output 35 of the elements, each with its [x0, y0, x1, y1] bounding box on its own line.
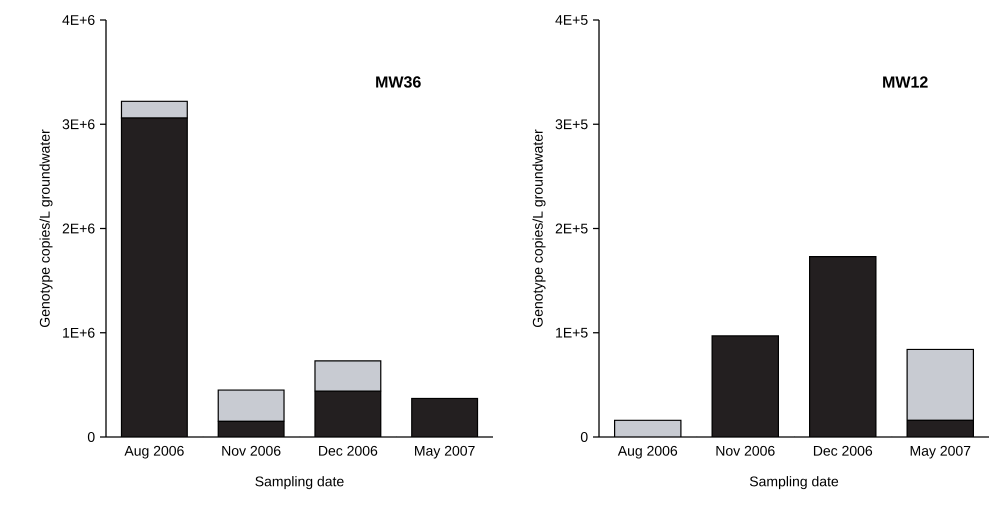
- x-axis-title: Sampling date: [750, 476, 838, 490]
- y-tick-label: 1E+6: [63, 328, 95, 338]
- y-tick-label: 1E+5: [556, 328, 588, 338]
- y-tick-label: 4E+5: [555, 15, 588, 25]
- x-tick-label: May 2007: [910, 446, 970, 459]
- text: MW12: [883, 76, 928, 88]
- x-tick-label: Nov 2006: [222, 446, 280, 456]
- bar: [810, 256, 876, 437]
- x-tick-label: Aug 2006: [618, 446, 678, 459]
- bar: [712, 336, 778, 437]
- bar: [411, 398, 478, 437]
- x-axis-title: Sampling date: [255, 476, 344, 490]
- y-tick-label: 3E+6: [62, 119, 95, 130]
- bar: [906, 348, 974, 421]
- text: MW36: [376, 76, 421, 88]
- x-tick-label: Aug 2006: [124, 446, 184, 459]
- bar: [121, 118, 188, 437]
- bar: [314, 360, 382, 392]
- y-tick-label: 2E+5: [556, 224, 588, 234]
- y-tick-label: 2E+6: [62, 224, 95, 234]
- bar: [614, 420, 681, 437]
- x-tick-label: May 2007: [415, 446, 475, 459]
- bar: [218, 389, 285, 422]
- y-tick-label: 0: [580, 432, 588, 442]
- y-axis-title: Genotype copies/L groundwater: [39, 130, 53, 328]
- y-tick-label: 0: [88, 432, 95, 442]
- bar: [906, 420, 974, 437]
- x-tick-label: Dec 2006: [814, 446, 872, 456]
- y-axis-title: Genotype copies/L groundwater: [532, 130, 546, 328]
- x-tick-label: Dec 2006: [319, 446, 378, 456]
- y-tick-label: 4E+6: [62, 15, 95, 25]
- bar: [218, 421, 284, 437]
- bar: [314, 391, 381, 437]
- x-tick-label: Nov 2006: [716, 446, 775, 456]
- y-tick-label: 3E+5: [556, 119, 588, 130]
